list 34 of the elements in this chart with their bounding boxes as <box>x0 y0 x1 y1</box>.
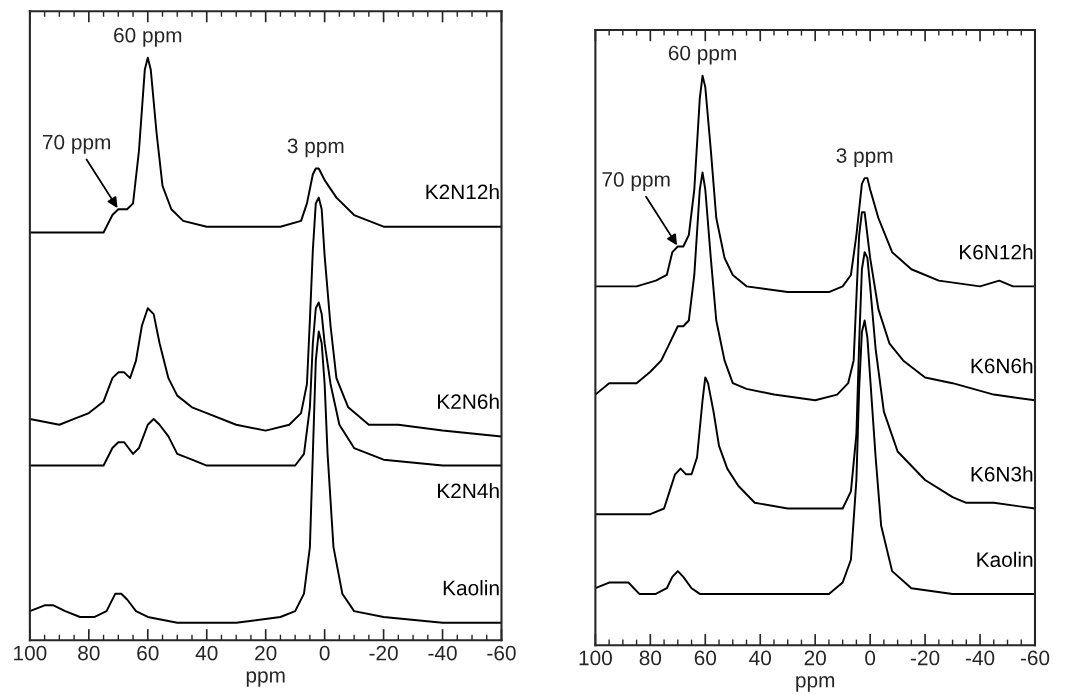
series-label: K2N6h <box>438 393 499 409</box>
annotation: 3 ppm <box>836 148 893 168</box>
x-tick-label: 80 <box>78 645 100 661</box>
annotation: 60 ppm <box>668 45 736 65</box>
x-tick-label: 20 <box>804 650 826 666</box>
x-tick-label: 60 <box>694 650 717 666</box>
series-label: K6N12h <box>960 244 1033 260</box>
x-tick-label: 40 <box>749 650 772 666</box>
x-tick-label: -20 <box>369 645 398 661</box>
series-label: K2N4h <box>438 483 499 499</box>
x-tick-label: -20 <box>910 650 940 666</box>
x-tick-label: 40 <box>195 645 218 661</box>
annotation: 60 ppm <box>114 27 182 47</box>
x-axis-title: ppm <box>796 676 835 692</box>
series-label: K6N6h <box>971 358 1033 374</box>
annotation: 3 ppm <box>287 138 344 158</box>
x-tick-label: -60 <box>1020 650 1050 666</box>
series-label: K2N12h <box>426 183 499 200</box>
series-label: K6N3h <box>971 466 1033 482</box>
x-tick-label: 100 <box>14 645 47 661</box>
x-tick-label: -60 <box>487 645 516 661</box>
series-label: Kaolin <box>443 580 499 596</box>
x-tick-label: -40 <box>428 645 457 661</box>
annotation: 70 ppm <box>42 134 111 154</box>
x-tick-label: 0 <box>865 650 876 666</box>
x-tick-label: 60 <box>137 645 159 661</box>
series-label: Kaolin <box>977 551 1033 568</box>
x-axis-title: ppm <box>246 671 285 687</box>
x-tick-label: -40 <box>965 650 995 666</box>
x-tick-label: 100 <box>579 650 612 666</box>
annotation: 70 ppm <box>602 172 670 191</box>
x-tick-label: 80 <box>639 650 662 666</box>
x-tick-label: 20 <box>255 645 277 661</box>
x-tick-label: 0 <box>319 645 330 661</box>
